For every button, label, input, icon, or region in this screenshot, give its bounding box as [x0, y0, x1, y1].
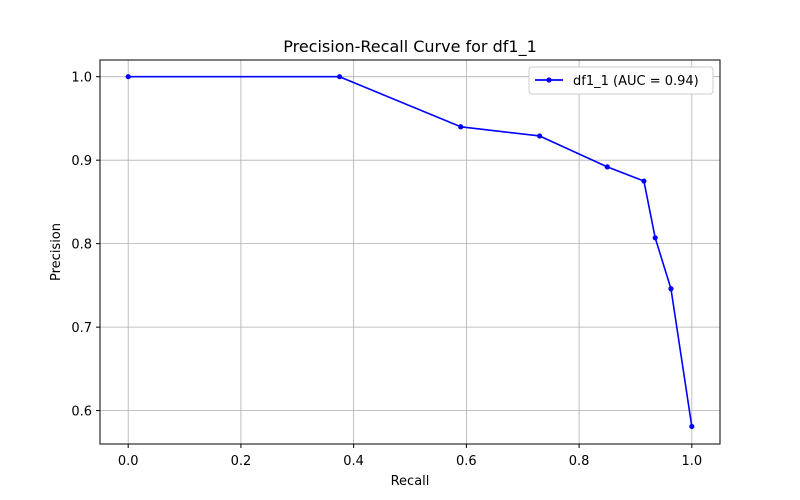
y-tick-label: 1.0	[71, 71, 92, 86]
data-point	[641, 178, 647, 184]
y-tick-label: 0.7	[71, 321, 92, 336]
y-tick-label: 0.9	[71, 154, 92, 169]
plot-background	[100, 60, 720, 444]
legend-marker-sample	[546, 77, 552, 83]
y-tick-label: 0.8	[71, 238, 92, 253]
data-point	[125, 74, 131, 80]
x-tick-label: 1.0	[681, 454, 702, 469]
x-tick-label: 0.0	[118, 454, 139, 469]
data-point	[604, 164, 610, 170]
plot-frame	[99, 59, 721, 445]
chart-title: Precision-Recall Curve for df1_1	[283, 37, 537, 57]
y-axis-title: Precision	[49, 223, 64, 281]
legend-box	[528, 66, 714, 95]
series-layer	[125, 74, 695, 430]
x-tick-label: 0.2	[231, 454, 252, 469]
data-point	[537, 133, 543, 139]
y-tick-label: 0.6	[71, 405, 92, 420]
data-point	[336, 74, 343, 80]
x-axis-ticks: 0.0 0.2 0.4 0.6 0.8 1.0	[118, 444, 702, 469]
x-axis-title: Recall	[391, 474, 430, 489]
data-point	[458, 124, 464, 130]
data-point	[668, 286, 674, 292]
y-axis-ticks: 0.6 0.7 0.8 0.9 1.0	[71, 71, 100, 420]
data-point	[652, 235, 658, 241]
x-tick-label: 0.8	[569, 454, 590, 469]
x-tick-label: 0.6	[456, 454, 477, 469]
data-point	[689, 423, 695, 430]
legend: df1_1 (AUC = 0.94)	[528, 66, 714, 95]
x-tick-label: 0.4	[343, 454, 364, 469]
legend-label: df1_1 (AUC = 0.94)	[573, 74, 699, 89]
